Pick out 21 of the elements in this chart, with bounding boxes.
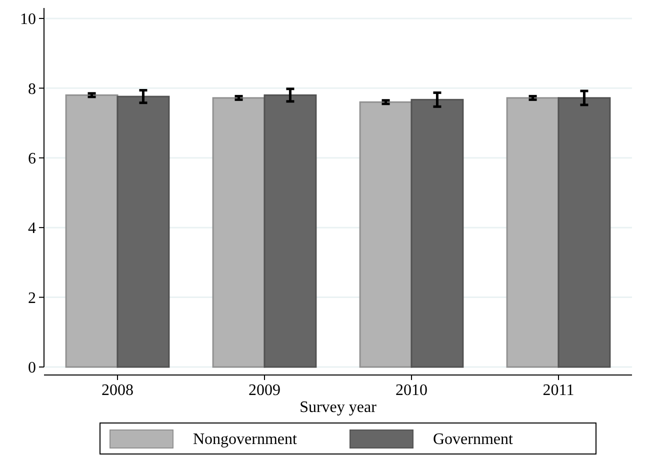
x-tick-label: 2010: [396, 382, 428, 399]
bar: [65, 94, 118, 368]
x-axis-title: Survey year: [300, 399, 378, 416]
bar: [264, 94, 317, 368]
bar: [506, 97, 560, 368]
bar: [116, 96, 170, 368]
y-tick-label: 8: [28, 80, 36, 98]
y-tick-label: 10: [20, 11, 36, 28]
bar: [410, 98, 464, 368]
y-tick-label: 4: [28, 220, 36, 238]
x-tick-label: 2009: [248, 382, 280, 399]
x-tick-label: 2008: [102, 382, 134, 399]
x-tick-label: 2011: [542, 382, 574, 399]
bar: [212, 97, 266, 368]
bar: [359, 101, 412, 368]
y-tick-label: 6: [28, 150, 36, 168]
legend-label: Government: [433, 431, 514, 448]
y-tick-label: 2: [28, 290, 36, 307]
bar: [558, 97, 611, 368]
y-tick-label: 0: [28, 360, 36, 377]
legend-label: Nongovernment: [193, 431, 298, 448]
